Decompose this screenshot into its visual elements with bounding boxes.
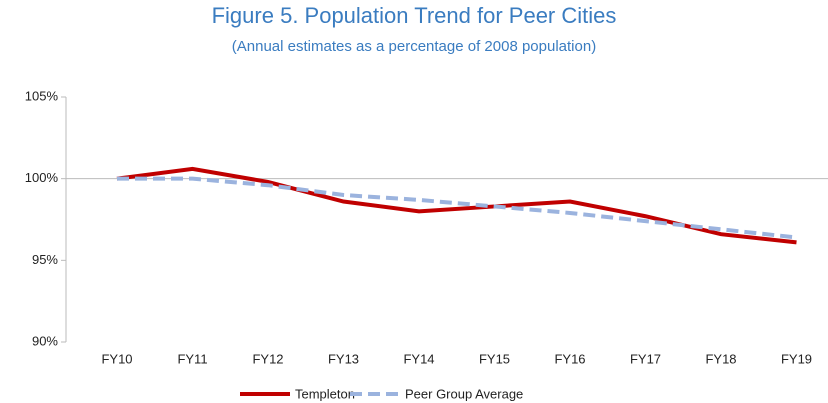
legend-label: Templeton [295, 386, 355, 401]
y-tick-label: 90% [32, 333, 58, 348]
legend-label: Peer Group Average [405, 386, 523, 401]
x-tick-label: FY18 [705, 351, 736, 366]
x-tick-label: FY12 [252, 351, 283, 366]
x-tick-label: FY10 [101, 351, 132, 366]
chart-title: Figure 5. Population Trend for Peer Citi… [212, 3, 617, 28]
x-tick-label: FY13 [328, 351, 359, 366]
x-tick-label: FY11 [177, 351, 207, 366]
y-tick-label: 100% [25, 170, 59, 185]
x-tick-label: FY14 [403, 351, 434, 366]
x-tick-label: FY19 [781, 351, 812, 366]
y-tick-label: 105% [25, 88, 59, 103]
x-tick-label: FY15 [479, 351, 510, 366]
series-line [117, 176, 797, 240]
x-tick-label: FY16 [554, 351, 585, 366]
y-tick-label: 95% [32, 252, 58, 267]
x-tick-label: FY17 [630, 351, 661, 366]
chart-subtitle: (Annual estimates as a percentage of 200… [232, 38, 596, 55]
